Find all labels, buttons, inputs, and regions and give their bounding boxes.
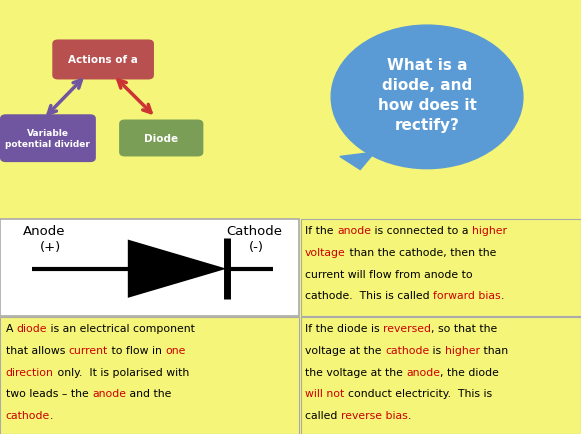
- Text: .: .: [408, 410, 411, 420]
- Text: will not: will not: [305, 388, 348, 398]
- Text: to flow in: to flow in: [108, 345, 166, 355]
- Text: cathode: cathode: [6, 410, 50, 420]
- Text: .: .: [501, 291, 504, 301]
- Text: than the cathode, then the: than the cathode, then the: [346, 247, 496, 257]
- Text: Diode: Diode: [144, 134, 178, 144]
- Text: is: is: [429, 345, 445, 355]
- Text: only.  It is polarised with: only. It is polarised with: [53, 367, 189, 377]
- Text: higher: higher: [445, 345, 480, 355]
- FancyBboxPatch shape: [52, 40, 154, 80]
- Text: Actions of a: Actions of a: [68, 56, 138, 65]
- Text: conduct electricity.  This is: conduct electricity. This is: [348, 388, 492, 398]
- Text: reversed: reversed: [383, 323, 431, 333]
- Text: (+): (+): [40, 241, 61, 254]
- Text: If the diode is: If the diode is: [305, 323, 383, 333]
- Text: the voltage at the: the voltage at the: [305, 367, 406, 377]
- Text: is connected to a: is connected to a: [371, 226, 472, 236]
- Text: What is a
diode, and
how does it
rectify?: What is a diode, and how does it rectify…: [378, 58, 476, 133]
- Text: forward bias: forward bias: [433, 291, 501, 301]
- Text: Cathode: Cathode: [227, 225, 282, 238]
- Polygon shape: [128, 240, 227, 298]
- Text: and the: and the: [126, 388, 171, 398]
- Text: , so that the: , so that the: [431, 323, 497, 333]
- Text: than: than: [480, 345, 508, 355]
- Bar: [301, 220, 581, 316]
- FancyBboxPatch shape: [0, 115, 96, 163]
- Bar: [0, 317, 299, 434]
- Text: voltage at the: voltage at the: [305, 345, 385, 355]
- Text: A: A: [6, 323, 17, 333]
- Text: If the: If the: [305, 226, 337, 236]
- Text: voltage: voltage: [305, 247, 346, 257]
- Text: Anode: Anode: [23, 225, 66, 238]
- Text: .: .: [50, 410, 53, 420]
- Text: direction: direction: [6, 367, 53, 377]
- Text: one: one: [166, 345, 186, 355]
- Text: is an electrical component: is an electrical component: [47, 323, 195, 333]
- FancyBboxPatch shape: [119, 120, 203, 157]
- Text: cathode: cathode: [385, 345, 429, 355]
- Text: current will flow from anode to: current will flow from anode to: [305, 269, 473, 279]
- Text: anode: anode: [406, 367, 440, 377]
- Text: two leads – the: two leads – the: [6, 388, 92, 398]
- Circle shape: [331, 26, 523, 169]
- Text: that allows: that allows: [6, 345, 69, 355]
- Text: current: current: [69, 345, 108, 355]
- Text: (-): (-): [249, 241, 264, 254]
- Polygon shape: [340, 153, 375, 170]
- Text: anode: anode: [337, 226, 371, 236]
- Text: higher: higher: [472, 226, 507, 236]
- Bar: [0, 220, 299, 316]
- Text: diode: diode: [17, 323, 47, 333]
- Text: called: called: [305, 410, 341, 420]
- Text: Variable
potential divider: Variable potential divider: [5, 129, 91, 149]
- Bar: [301, 318, 581, 434]
- Text: cathode.  This is called: cathode. This is called: [305, 291, 433, 301]
- Text: reverse bias: reverse bias: [341, 410, 408, 420]
- Text: , the diode: , the diode: [440, 367, 499, 377]
- Text: anode: anode: [92, 388, 126, 398]
